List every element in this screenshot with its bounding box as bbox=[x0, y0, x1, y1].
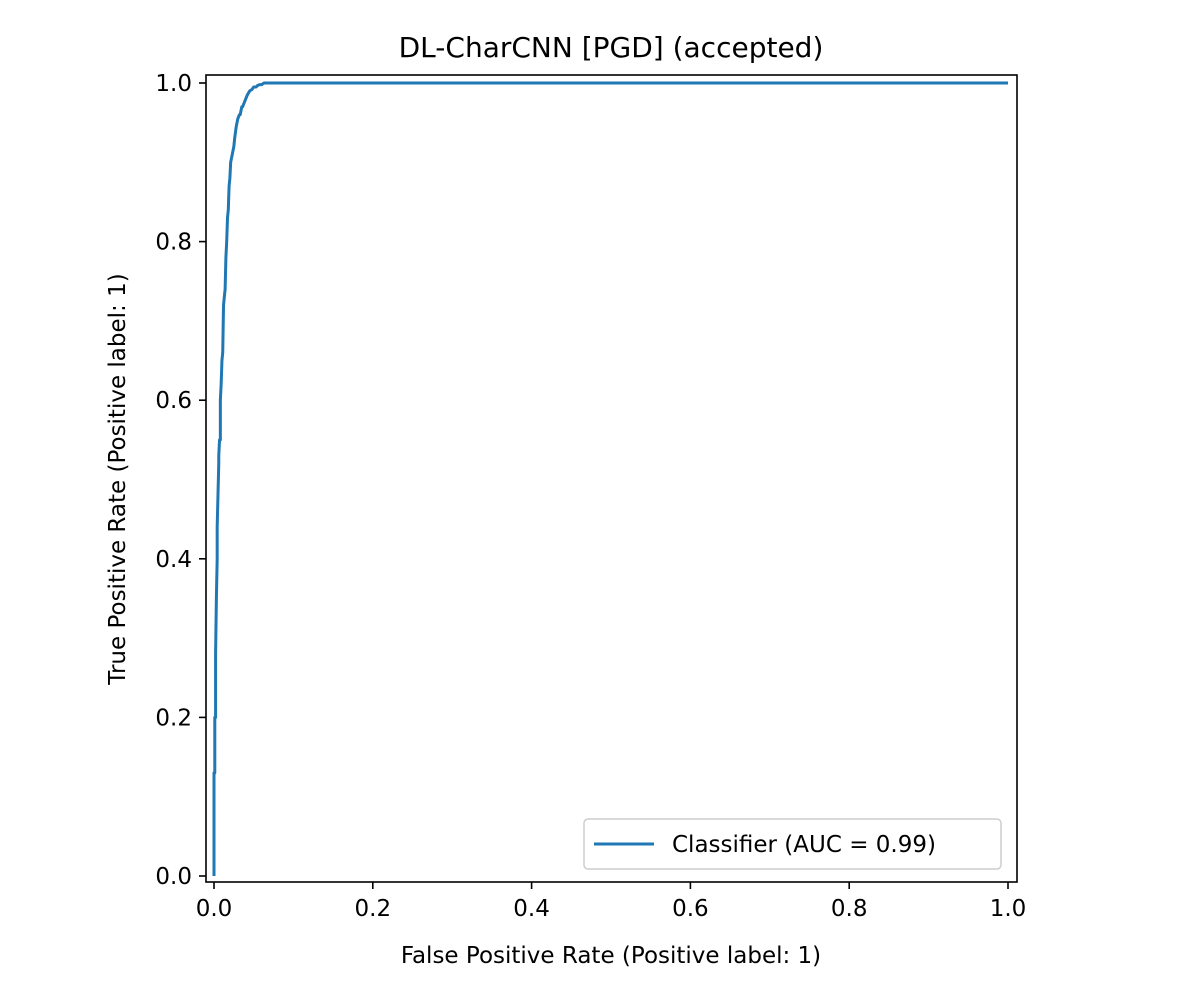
x-axis-ticks: 0.0 0.2 0.4 0.6 0.8 1.0 bbox=[196, 882, 1027, 922]
chart-title: DL-CharCNN [PGD] (accepted) bbox=[399, 31, 824, 64]
y-tick-label: 0.8 bbox=[155, 230, 192, 256]
x-tick-label: 0.4 bbox=[513, 896, 550, 922]
y-tick-label: 1.0 bbox=[155, 71, 192, 97]
roc-series-line-0 bbox=[212, 81, 1008, 876]
y-tick-label: 0.4 bbox=[155, 547, 192, 573]
x-tick-label: 1.0 bbox=[990, 896, 1027, 922]
x-axis-label: False Positive Rate (Positive label: 1) bbox=[401, 943, 821, 969]
y-tick-label: 0.0 bbox=[155, 864, 192, 890]
legend: Classifier (AUC = 0.99) bbox=[583, 818, 1002, 870]
x-tick-label: 0.0 bbox=[196, 896, 233, 922]
y-tick-label: 0.2 bbox=[155, 705, 192, 731]
y-axis-ticks: 0.0 0.2 0.4 0.6 0.8 1.0 bbox=[155, 71, 206, 890]
x-tick-label: 0.6 bbox=[672, 896, 709, 922]
legend-box bbox=[583, 818, 1002, 870]
x-tick-label: 0.8 bbox=[831, 896, 868, 922]
plot-area: 0.0 0.2 0.4 0.6 0.8 1.0 0.0 0.2 0.4 0.6 0.8 1.0 bbox=[155, 71, 1026, 922]
x-tick-label: 0.2 bbox=[355, 896, 392, 922]
roc-curve-group bbox=[212, 81, 1008, 876]
axes-frame bbox=[205, 74, 1018, 883]
y-tick-label: 0.6 bbox=[155, 388, 192, 414]
legend-entry-label: Classifier (AUC = 0.99) bbox=[672, 832, 936, 858]
y-axis-label: True Positive Rate (Positive label: 1) bbox=[105, 273, 131, 685]
